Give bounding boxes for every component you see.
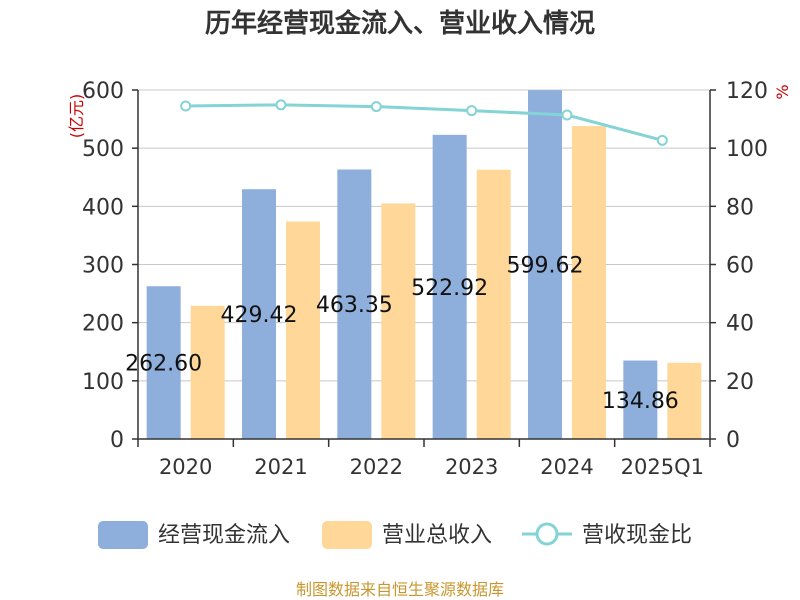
revenue-bar (190, 305, 225, 439)
cash-inflow-bar (337, 169, 372, 440)
data-label: 262.60 (125, 352, 202, 377)
x-tick-label: 2020 (159, 455, 212, 479)
y-right-tick-label: 40 (726, 312, 754, 337)
y-right-tick-label: 60 (726, 254, 754, 279)
cash-inflow-bar (432, 134, 467, 439)
data-label: 599.62 (507, 254, 584, 279)
y-left-tick-label: 200 (82, 312, 124, 337)
left-axis-unit: (亿元) (67, 94, 86, 139)
y-left-tick-label: 400 (82, 195, 124, 220)
data-label: 522.92 (411, 276, 488, 301)
y-right-tick-label: 120 (726, 79, 768, 104)
ratio-point (656, 134, 668, 146)
ratio-point (561, 109, 573, 121)
y-left-tick-label: 600 (82, 79, 124, 104)
bars (146, 90, 702, 440)
cash-inflow-bar (623, 360, 658, 439)
data-label: 429.42 (221, 303, 298, 328)
revenue-bar (667, 362, 702, 439)
legend-cash-inflow[interactable]: 经营现金流入 (98, 521, 290, 549)
y-left-tick-label: 100 (82, 370, 124, 395)
y-right-tick-label: 0 (726, 428, 740, 453)
ratio-point (180, 100, 192, 112)
ratio-point (275, 99, 287, 111)
y-left-tick-label: 300 (82, 254, 124, 279)
source-note: 制图数据来自恒生聚源数据库 (296, 580, 504, 599)
x-tick-label: 2025Q1 (621, 455, 704, 479)
data-label: 463.35 (316, 293, 393, 318)
axes: 0 100 200 300 400 500 600 0 20 40 60 80 100 120 2020 20… (82, 79, 768, 479)
legend-ratio[interactable]: 营收现金比 (522, 522, 692, 548)
y-right-tick-label: 80 (726, 195, 754, 220)
x-tick-label: 2023 (445, 455, 498, 479)
y-right-tick-label: 20 (726, 370, 754, 395)
y-left-tick-label: 0 (110, 428, 124, 453)
right-axis-unit: % (773, 84, 792, 99)
legend-marker (535, 522, 559, 546)
y-right-tick-label: 100 (726, 137, 768, 162)
ratio-line (180, 99, 668, 146)
legend-swatch (322, 521, 372, 549)
legend-label: 营业总收入 (382, 523, 492, 548)
x-tick-label: 2021 (254, 455, 307, 479)
legend-revenue[interactable]: 营业总收入 (322, 521, 492, 549)
data-label: 134.86 (602, 389, 679, 414)
legend-swatch (98, 521, 148, 549)
revenue-bar (476, 169, 511, 439)
revenue-bar (286, 221, 320, 439)
ratio-point (466, 105, 478, 117)
ratio-line-path (185, 103, 663, 142)
cash-inflow-bar (242, 189, 276, 439)
data-labels: 262.60 429.42 463.35 522.92 599.62 134.86 (125, 254, 679, 414)
legend-label: 经营现金流入 (158, 523, 290, 548)
y-left-tick-label: 500 (82, 137, 124, 162)
legend-label: 营收现金比 (582, 523, 692, 548)
revenue-bar (572, 126, 606, 440)
chart-title: 历年经营现金流入、营业收入情况 (205, 8, 595, 39)
gridlines (138, 89, 710, 382)
x-tick-label: 2024 (540, 455, 593, 479)
cash-inflow-bar (146, 286, 181, 439)
cash-inflow-bar (528, 90, 562, 439)
ratio-point (370, 101, 382, 113)
revenue-bar (381, 203, 416, 439)
x-tick-label: 2022 (350, 455, 403, 479)
legend[interactable]: 经营现金流入 营业总收入 营收现金比 (98, 521, 692, 549)
